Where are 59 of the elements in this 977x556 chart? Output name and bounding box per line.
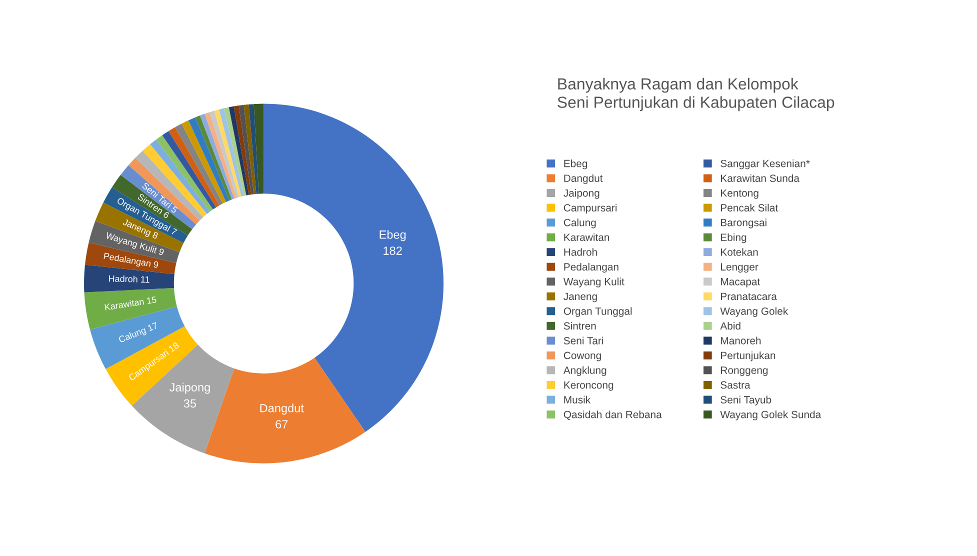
legend-label: Seni Tayub [720,396,772,406]
legend-label: Macapat [721,278,760,288]
legend-label: Sastra [720,381,750,389]
legend-label: Barongsai [721,218,766,228]
data-label: Ebeg 182 [380,230,406,255]
legend-label: Sanggar Kesenian* [720,160,810,170]
legend-label: Sintren [564,322,596,330]
data-label: Dangdut 67 [260,404,304,428]
legend-label: Organ Tunggal [564,307,632,317]
data-label: Pedalangan 9 [103,252,159,270]
donut-slice [214,109,242,198]
legend-label: Karawitan [564,233,610,242]
legend-label: Ebeg [564,160,588,170]
chart-title: Banyaknya Ragam dan Kelompok Seni Pertunjukan di Kabupaten Cilacap [558,78,834,112]
data-label: Hadroh 11 [108,275,150,283]
donut-slice [174,124,223,206]
donut-slice [209,110,240,198]
donut-slice [182,120,226,204]
legend-label: Seni Tari [564,336,604,344]
donut-slice [84,288,177,330]
data-label: Calung 17 [118,322,159,345]
legend-label: Abid [720,322,740,330]
legend-label: Musik [564,396,591,404]
legend-label: Keroncong [564,381,614,391]
legend-label: Wayang Golek Sunda [720,410,822,420]
legend-label: Angklung [563,366,606,376]
legend-label: Cowong [564,352,601,362]
legend-label: Wayang Golek [720,307,788,317]
legend-label: Ebing [721,233,746,244]
donut-slice [204,112,237,199]
legend-label: Campursari [564,204,617,214]
legend-label: Kotekan [721,248,758,256]
donut-slice [254,104,264,194]
legend-label: Lengger [721,263,758,273]
data-label: Jaipong 35 [169,382,210,408]
legend-label: Karawitan Sunda [721,174,800,182]
donut-slice [244,104,256,194]
donut-slice [188,117,230,202]
legend-label: Janeng [564,292,597,302]
legend-label: Kentong [721,189,758,199]
legend-label: Qasidah dan Rebana [564,410,662,420]
donut-slice [248,104,259,194]
legend-label: Pranatacara [721,292,777,300]
donut-slice [238,104,254,195]
legend-label: Ronggeng [721,366,768,376]
legend-label: Jaipong [564,189,600,199]
legend-label: Calung [564,218,596,228]
legend-label: Pedalangan [564,262,618,273]
legend-label: Dangdut [564,174,603,184]
donut-slice [228,106,249,196]
legend-label: Wayang Kulit [563,278,624,288]
donut-slice [224,107,246,196]
data-label: Karawitan 15 [104,296,157,310]
legend-label: Manoreh [721,336,761,344]
donut-slice [234,106,252,195]
legend-label: Pencak Silat [721,204,778,212]
legend-label: Hadroh [564,248,597,256]
legend-label: Pertunjukan [721,352,776,362]
donut-slice [219,108,244,196]
